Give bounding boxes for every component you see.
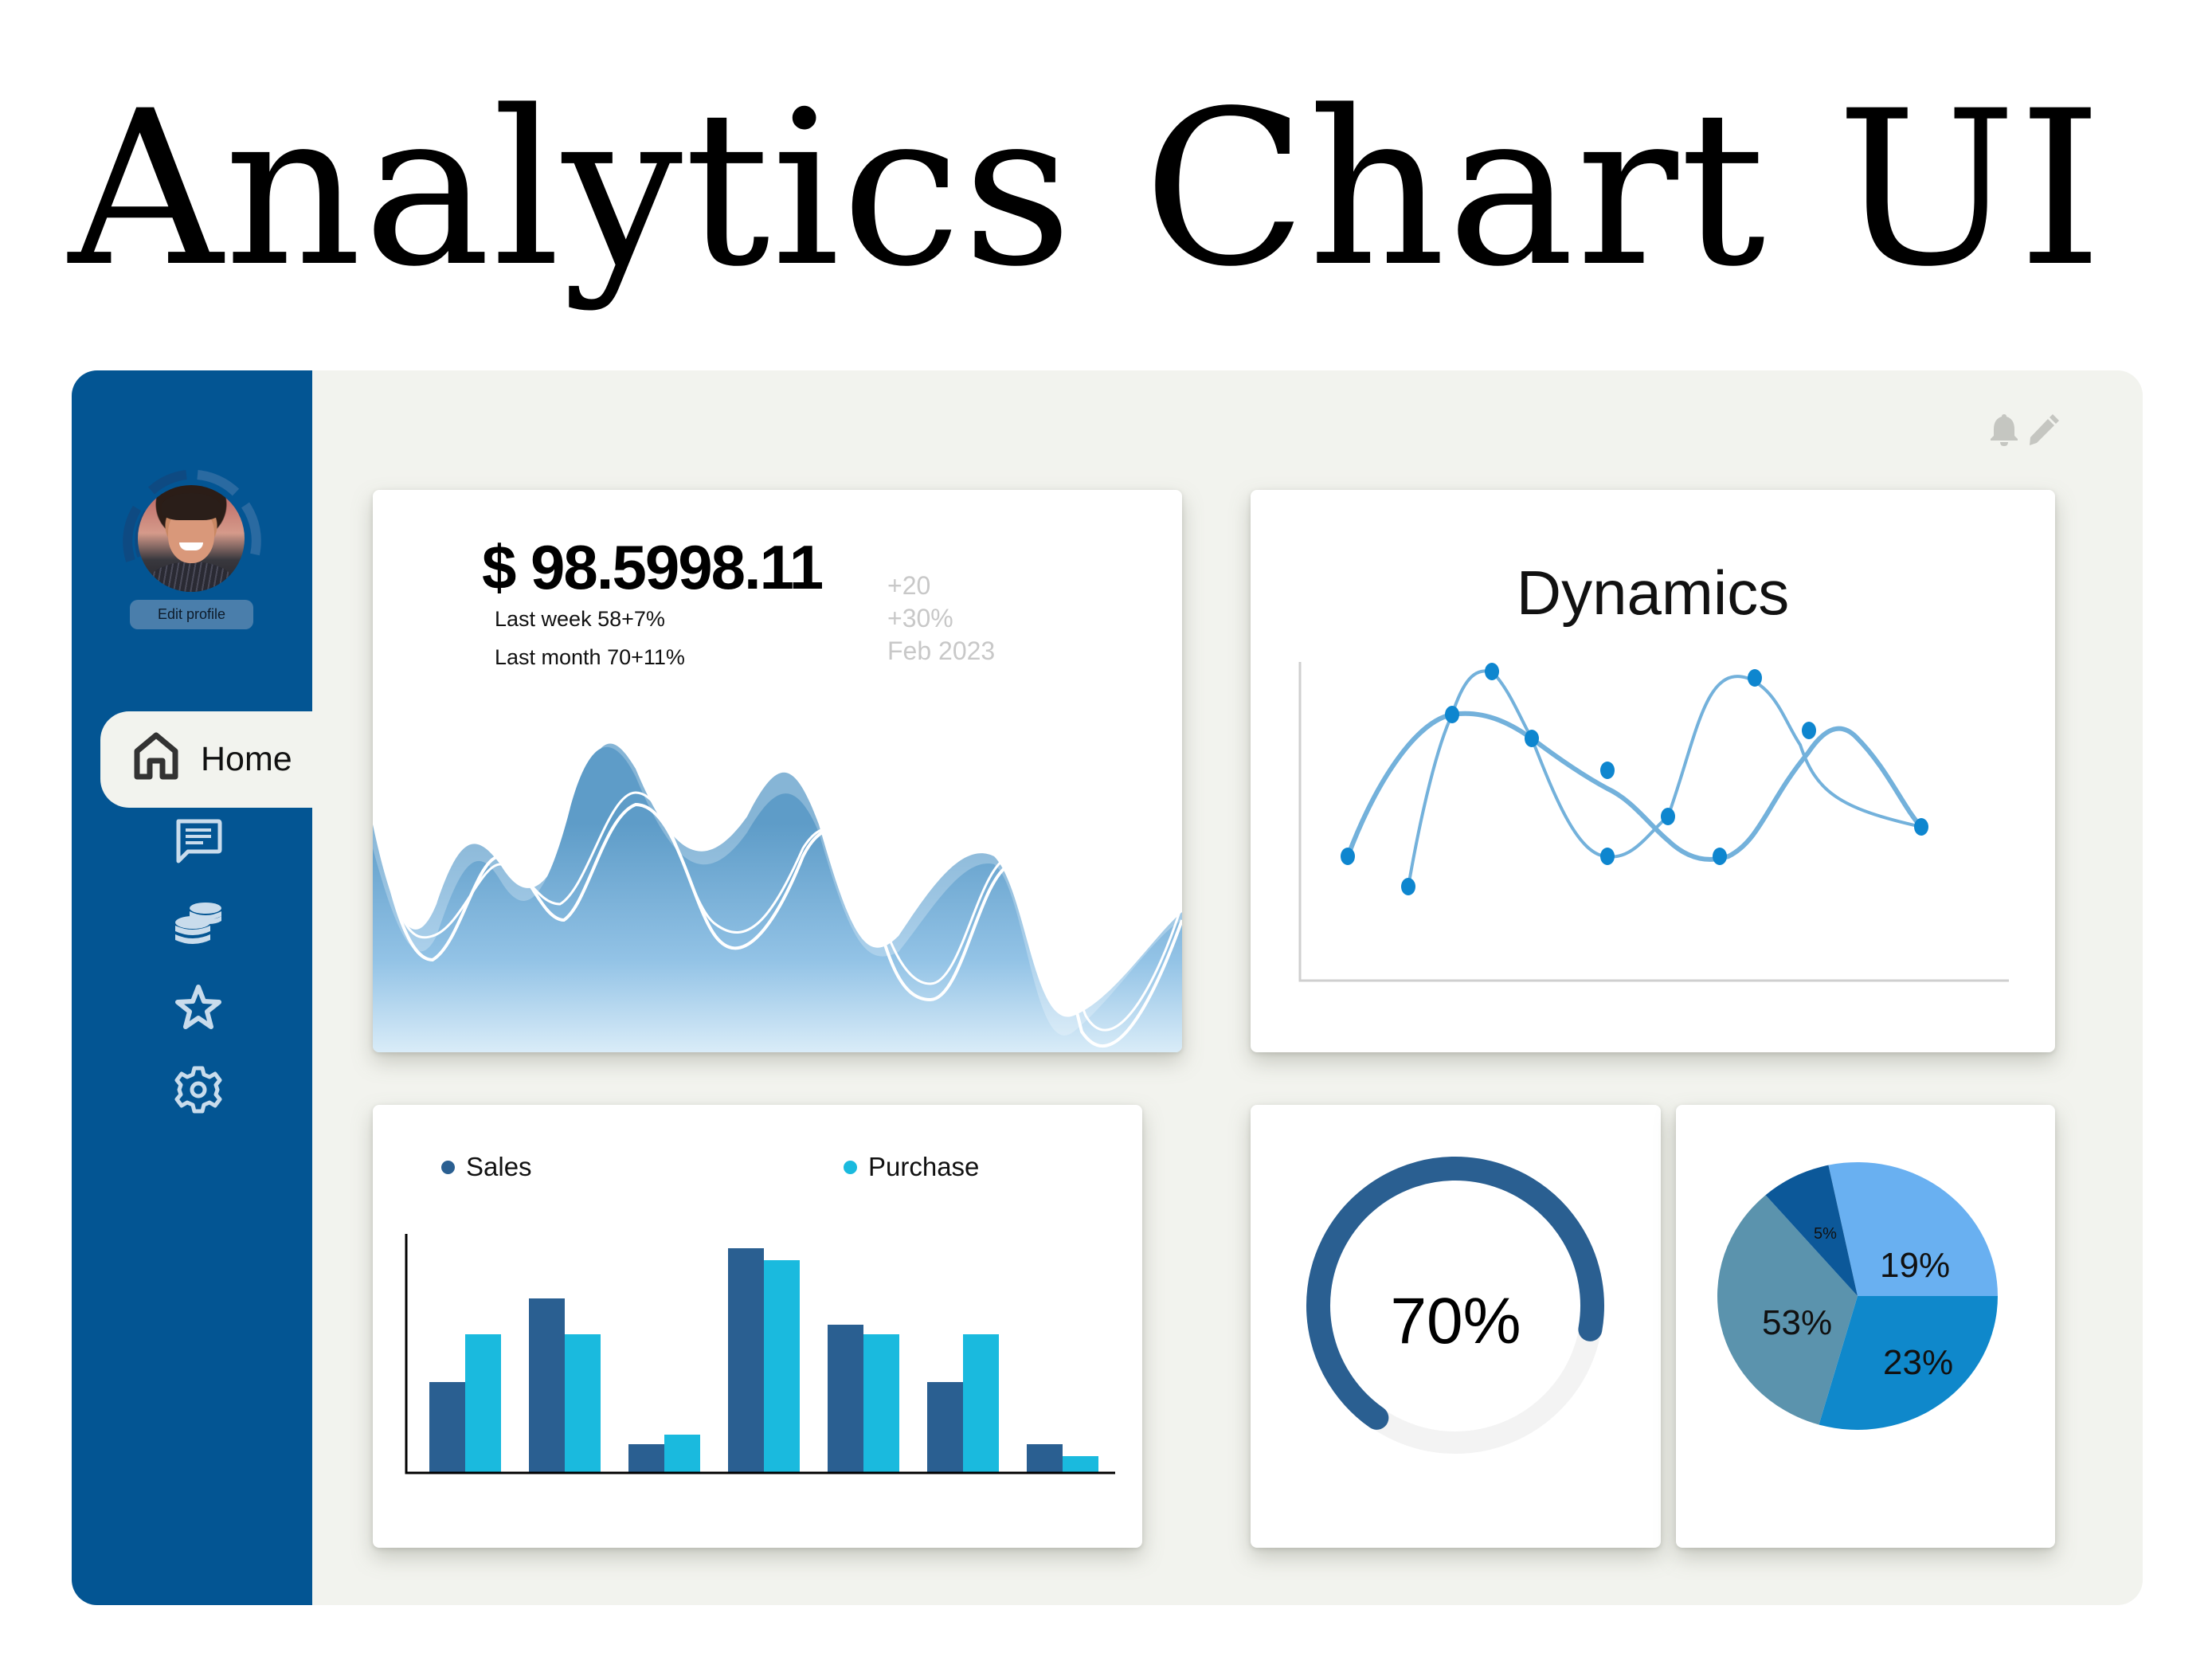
delta-percent: +30% [887, 604, 953, 632]
bar-purchase [565, 1334, 601, 1473]
edit-profile-button[interactable]: Edit profile [130, 600, 253, 629]
sales-purchase-card: Sales Purchase [373, 1105, 1142, 1548]
star-icon[interactable] [174, 983, 223, 1032]
pie-label-53: 53% [1762, 1303, 1833, 1342]
bar-sales [1027, 1444, 1063, 1473]
sidebar: Edit profile Home [72, 370, 312, 1605]
bar-purchase [1063, 1456, 1098, 1473]
dynamics-title: Dynamics [1516, 558, 1790, 628]
balance-area-chart [373, 743, 1182, 1052]
bell-icon[interactable] [1987, 412, 2021, 447]
sidebar-item-label: Home [201, 740, 292, 778]
bar-purchase [764, 1260, 800, 1473]
balance-amount: $ 98.5998.11 [482, 532, 824, 602]
page-title: Analytics Chart UI [69, 65, 2104, 314]
pie-slice [1765, 1165, 1858, 1296]
gear-icon[interactable] [174, 1065, 223, 1114]
bar-sales [828, 1325, 863, 1473]
pie-chart-card: 19% 23% 53% 5% [1676, 1105, 2055, 1548]
chat-icon[interactable] [174, 818, 223, 867]
pencil-icon[interactable] [2027, 412, 2061, 447]
legend-purchase: Purchase [844, 1151, 979, 1183]
bar-purchase [465, 1334, 501, 1473]
last-week-stat: Last week 58+7% [495, 607, 665, 631]
delta-date: Feb 2023 [887, 636, 996, 665]
pie-label-5: 5% [1814, 1225, 1837, 1243]
pie-slice [1819, 1296, 1998, 1430]
dynamics-card: Dynamics [1251, 490, 2055, 1052]
pie-slice [1828, 1162, 1998, 1296]
legend-sales: Sales [441, 1151, 532, 1183]
bar-sales [429, 1382, 465, 1473]
progress-gauge-card: 70% [1251, 1105, 1661, 1548]
home-icon [134, 732, 178, 780]
bar-sales [927, 1382, 963, 1473]
sales-purchase-bar-chart [405, 1234, 1115, 1474]
sidebar-item-home[interactable]: Home [100, 711, 312, 808]
delta-count: +20 [887, 571, 931, 600]
main-content: $ 98.5998.11 Last week 58+7% Last month … [312, 370, 2143, 1605]
legend-dot-sales [441, 1160, 455, 1174]
bar-sales [529, 1298, 565, 1473]
legend-dot-purchase [844, 1160, 857, 1174]
pie-slice [1717, 1195, 1858, 1425]
balance-card: $ 98.5998.11 Last week 58+7% Last month … [373, 490, 1182, 1052]
coins-icon[interactable] [174, 900, 223, 950]
pie-chart [1717, 1162, 1998, 1430]
dynamics-line-chart [1298, 662, 2009, 982]
bar-sales [728, 1248, 764, 1473]
bar-purchase [963, 1334, 999, 1473]
bar-purchase [664, 1435, 700, 1473]
pie-label-23: 23% [1883, 1343, 1954, 1382]
bar-purchase [863, 1334, 899, 1473]
progress-gauge [1306, 1157, 1604, 1454]
gauge-value: 70% [1390, 1285, 1521, 1357]
avatar[interactable] [138, 485, 245, 592]
last-month-stat: Last month 70+11% [495, 645, 685, 669]
dashboard-window: Edit profile Home [72, 370, 2143, 1605]
bar-sales [628, 1444, 664, 1473]
pie-label-19: 19% [1880, 1246, 1951, 1285]
